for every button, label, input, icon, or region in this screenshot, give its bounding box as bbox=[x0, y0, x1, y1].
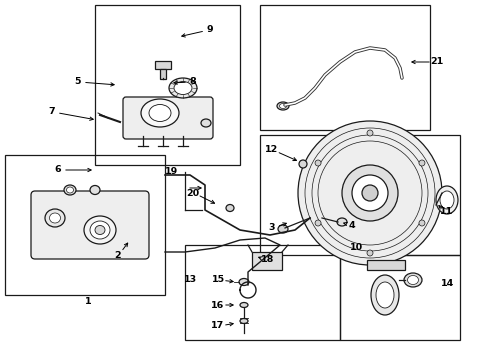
Text: 20: 20 bbox=[186, 189, 199, 198]
FancyBboxPatch shape bbox=[123, 97, 213, 139]
Ellipse shape bbox=[66, 187, 73, 193]
Ellipse shape bbox=[298, 160, 306, 168]
Ellipse shape bbox=[435, 186, 457, 214]
Circle shape bbox=[351, 175, 387, 211]
Text: 11: 11 bbox=[440, 207, 453, 216]
Ellipse shape bbox=[64, 185, 76, 195]
Text: 4: 4 bbox=[348, 220, 355, 230]
Ellipse shape bbox=[370, 275, 398, 315]
Ellipse shape bbox=[169, 78, 197, 98]
Ellipse shape bbox=[375, 282, 393, 308]
Circle shape bbox=[366, 250, 372, 256]
Text: 8: 8 bbox=[189, 77, 196, 86]
Circle shape bbox=[314, 160, 321, 166]
Ellipse shape bbox=[403, 273, 421, 287]
Text: 21: 21 bbox=[429, 58, 443, 67]
Ellipse shape bbox=[49, 213, 61, 223]
Ellipse shape bbox=[407, 275, 418, 284]
Ellipse shape bbox=[45, 209, 65, 227]
Ellipse shape bbox=[336, 218, 346, 226]
Text: 15: 15 bbox=[211, 275, 224, 284]
Circle shape bbox=[297, 121, 441, 265]
Bar bbox=[251, 252, 282, 270]
Text: 14: 14 bbox=[441, 279, 454, 288]
Text: 5: 5 bbox=[75, 77, 81, 86]
Bar bbox=[184, 245, 339, 340]
Ellipse shape bbox=[201, 119, 210, 127]
Ellipse shape bbox=[174, 81, 192, 94]
Bar bbox=[155, 61, 171, 69]
Bar bbox=[339, 255, 459, 340]
Ellipse shape bbox=[240, 319, 247, 324]
Ellipse shape bbox=[225, 204, 234, 211]
Ellipse shape bbox=[90, 221, 110, 239]
Ellipse shape bbox=[240, 302, 247, 307]
Ellipse shape bbox=[149, 104, 171, 122]
Ellipse shape bbox=[439, 191, 453, 209]
Ellipse shape bbox=[141, 99, 179, 127]
Text: 10: 10 bbox=[349, 243, 362, 252]
Ellipse shape bbox=[95, 225, 105, 234]
Ellipse shape bbox=[276, 102, 288, 110]
Bar bbox=[5, 155, 164, 295]
Circle shape bbox=[366, 130, 372, 136]
Text: 1: 1 bbox=[84, 297, 91, 306]
Circle shape bbox=[314, 220, 321, 226]
Text: 16: 16 bbox=[211, 301, 224, 310]
Ellipse shape bbox=[239, 279, 248, 285]
Bar bbox=[366, 260, 404, 270]
Ellipse shape bbox=[90, 185, 100, 194]
Text: 9: 9 bbox=[206, 26, 213, 35]
Text: 2: 2 bbox=[115, 251, 121, 260]
Text: 3: 3 bbox=[268, 224, 275, 233]
Text: 7: 7 bbox=[49, 108, 55, 117]
Circle shape bbox=[418, 160, 424, 166]
Bar bbox=[260, 5, 429, 130]
Text: 12: 12 bbox=[265, 145, 278, 154]
Circle shape bbox=[341, 165, 397, 221]
Bar bbox=[160, 69, 165, 79]
Bar bbox=[260, 135, 459, 255]
FancyBboxPatch shape bbox=[31, 191, 149, 259]
Circle shape bbox=[418, 220, 424, 226]
Text: 19: 19 bbox=[165, 167, 178, 176]
Ellipse shape bbox=[84, 216, 116, 244]
Text: 18: 18 bbox=[261, 256, 274, 265]
Ellipse shape bbox=[278, 225, 287, 233]
Circle shape bbox=[361, 185, 377, 201]
Text: 13: 13 bbox=[183, 275, 196, 284]
Bar bbox=[95, 5, 240, 165]
Text: 6: 6 bbox=[55, 166, 61, 175]
Ellipse shape bbox=[279, 104, 286, 108]
Text: 17: 17 bbox=[211, 321, 224, 330]
